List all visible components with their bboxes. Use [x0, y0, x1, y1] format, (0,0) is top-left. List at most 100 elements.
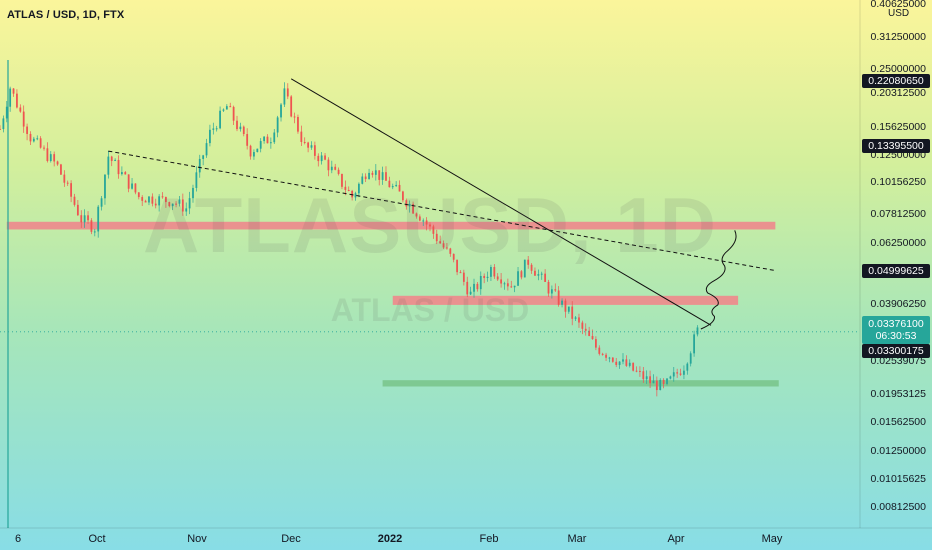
price-tick: 0.40625000: [870, 0, 926, 10]
support-zone: [382, 380, 779, 387]
dashed-trendline: [108, 150, 776, 272]
candle-body: [154, 203, 157, 206]
candle-body: [110, 156, 113, 161]
symbol-watermark: ATLASUSD, 1D: [143, 181, 717, 269]
candle-body: [5, 106, 8, 119]
candle-body: [601, 353, 604, 355]
candle-body: [334, 166, 337, 170]
candle-body: [479, 275, 482, 290]
candle-body: [540, 273, 543, 275]
price-tag: 0.03300175: [862, 344, 930, 358]
candle-body: [29, 133, 32, 142]
candle-body: [344, 186, 347, 190]
candle-body: [639, 370, 641, 372]
candle-body: [412, 203, 414, 214]
candle-body: [76, 204, 79, 216]
candle-body: [561, 300, 563, 305]
candle-body: [564, 300, 567, 312]
candle-body: [303, 141, 306, 143]
candle-body: [486, 276, 489, 279]
candle-body: [628, 362, 631, 366]
candle-body: [635, 370, 638, 372]
candle-body: [550, 289, 553, 294]
candle-body: [249, 145, 252, 157]
candle-body: [347, 189, 350, 191]
candle-body: [178, 199, 181, 204]
candle-body: [523, 259, 526, 278]
candle-body: [689, 353, 692, 364]
candle-body: [283, 88, 286, 105]
candle-body: [659, 379, 662, 391]
candle-body: [378, 170, 381, 180]
candle-body: [70, 183, 73, 197]
candle-body: [310, 145, 313, 148]
candle-body: [2, 118, 5, 130]
candle-body: [171, 203, 174, 207]
price-tag: 0.13395500: [862, 139, 930, 153]
candle-body: [114, 159, 117, 161]
candle-body: [43, 147, 45, 149]
candle-body: [391, 186, 394, 188]
candle-body: [530, 264, 533, 271]
price-tick: 0.31250000: [870, 31, 926, 43]
candle-body: [46, 148, 49, 162]
candle-body: [415, 213, 418, 217]
candle-body: [388, 180, 391, 188]
candle-body: [341, 173, 343, 187]
candle-body: [649, 376, 651, 384]
resistance-zone: [6, 221, 776, 230]
candle-body: [625, 359, 628, 366]
candle-body: [418, 216, 421, 221]
candle-body: [354, 193, 357, 198]
candle-body: [402, 191, 404, 201]
candle-body: [73, 196, 76, 205]
candle-body: [209, 129, 211, 144]
candle-body: [696, 327, 699, 335]
candle-body: [22, 111, 25, 127]
candle-body: [483, 275, 486, 279]
candle-body: [313, 145, 316, 156]
candle-body: [645, 376, 648, 380]
time-tick: 6: [14, 533, 22, 545]
candle-body: [229, 106, 232, 108]
candle-body: [56, 161, 59, 165]
candle-body: [490, 266, 492, 277]
pair-watermark: ATLAS / USD: [330, 292, 530, 328]
price-tick: 0.15625000: [870, 121, 926, 133]
candle-body: [611, 357, 614, 362]
candle-body: [405, 200, 408, 207]
candle-body: [655, 380, 658, 391]
candle-body: [449, 248, 452, 254]
last-price-tag: 0.03376100 06:30:53: [862, 316, 930, 344]
candle-body: [534, 270, 536, 276]
candle-body: [0, 128, 1, 130]
candle-body: [137, 192, 140, 198]
candle-body: [588, 330, 591, 336]
candle-body: [300, 131, 303, 142]
candle-body: [422, 220, 425, 222]
candle-body: [141, 197, 144, 201]
candle-body: [87, 215, 89, 221]
solid-trendline: [290, 78, 712, 326]
candle-body: [242, 126, 245, 135]
candle-body: [598, 347, 601, 354]
time-tick: Apr: [667, 533, 685, 545]
candle-body: [537, 274, 540, 276]
candle-body: [297, 116, 299, 132]
candle-body: [679, 373, 682, 375]
candle-body: [9, 88, 12, 107]
candle-body: [327, 159, 330, 171]
time-axis[interactable]: 6 Oct Nov Dec 2022 Feb Mar Apr May: [0, 528, 932, 550]
candle-body: [398, 184, 401, 192]
candle-body: [429, 224, 431, 227]
candle-body: [615, 361, 618, 365]
candle-body: [517, 271, 519, 286]
candle-body: [256, 148, 259, 153]
candle-body: [408, 203, 411, 207]
candle-body: [439, 241, 442, 244]
candle-body: [605, 354, 607, 358]
candle-body: [503, 283, 506, 285]
candle-body: [134, 183, 137, 193]
